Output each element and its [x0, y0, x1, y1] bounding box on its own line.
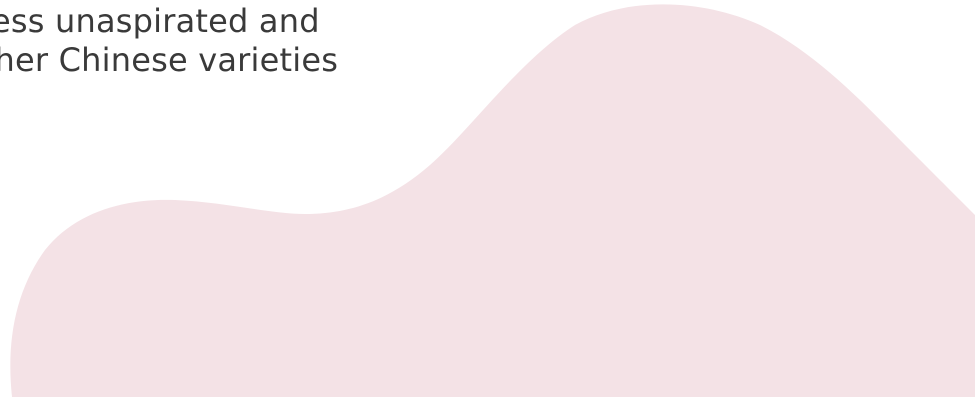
body-text-line-1: eless unaspirated and: [0, 2, 320, 40]
body-text: eless unaspirated and other Chinese vari…: [0, 2, 502, 80]
body-text-line-2: other Chinese varieties: [0, 41, 339, 79]
blob-shape: [10, 4, 975, 397]
